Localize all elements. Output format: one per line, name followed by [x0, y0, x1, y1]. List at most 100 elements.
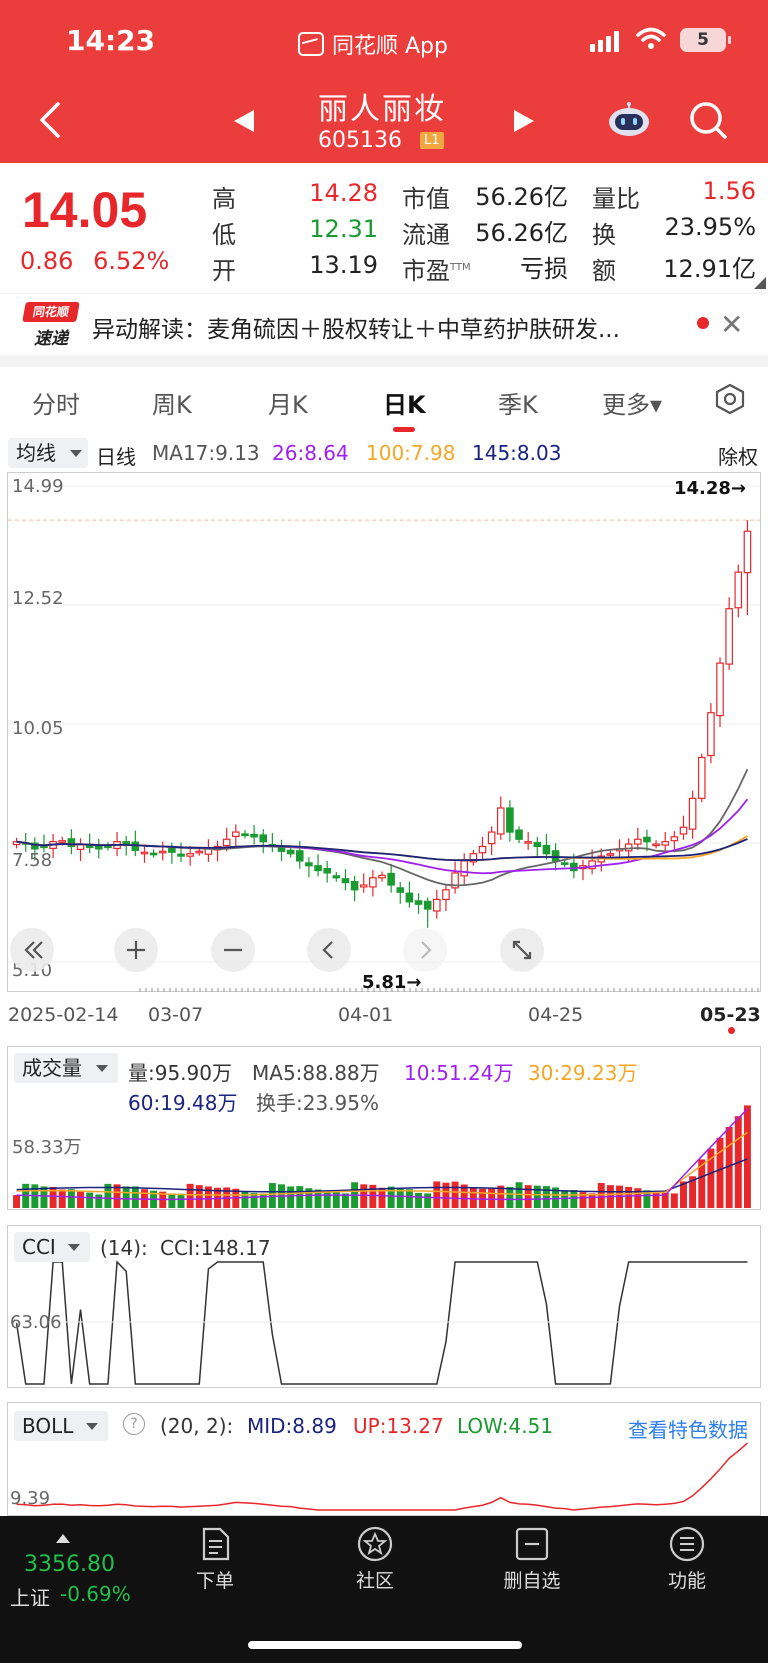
news-headline[interactable]: 异动解读：麦角硫因＋股权转让＋中草药护肤研发... — [92, 317, 620, 343]
latest-dot-icon — [728, 1027, 735, 1034]
candle — [624, 843, 633, 852]
cci-line — [15, 1260, 748, 1385]
candle — [643, 836, 651, 843]
x-date-label: 04-01 — [338, 1004, 394, 1026]
tab-monthly[interactable]: 月K — [268, 391, 308, 419]
tab-intraday[interactable]: 分时 — [32, 391, 80, 419]
tab-more[interactable]: 更多▾ — [602, 391, 663, 419]
nav-community[interactable]: 社区 — [325, 1526, 425, 1593]
volratio-label: 量比 — [592, 185, 640, 213]
volume-panel[interactable] — [7, 1046, 761, 1210]
candle — [168, 847, 176, 853]
last-price: 14.05 — [22, 182, 148, 238]
ma17-value: MA17:9.13 — [152, 441, 260, 465]
expand-corner-icon[interactable] — [754, 277, 766, 289]
scroll-start-button[interactable] — [10, 928, 54, 972]
ai-assistant-icon[interactable] — [606, 102, 652, 138]
nav-remove-watchlist[interactable]: 删自选 — [482, 1526, 582, 1593]
candle — [31, 842, 39, 850]
ma26-value: 26:8.64 — [272, 441, 349, 465]
back-button[interactable] — [36, 100, 64, 140]
news-ticker[interactable]: 同花顺 速递 异动解读：麦角硫因＋股权转让＋中草药护肤研发... ✕ — [0, 293, 768, 355]
pan-left-button[interactable] — [307, 928, 351, 972]
candle — [524, 841, 532, 844]
volume-bar — [442, 1182, 450, 1208]
candle — [451, 872, 459, 889]
open-label: 开 — [212, 257, 236, 285]
volume-bar — [122, 1186, 130, 1208]
volume-bar — [332, 1192, 340, 1208]
volume-bar — [625, 1186, 633, 1208]
low-label: 低 — [212, 221, 236, 249]
candle — [387, 872, 395, 886]
volume-bar — [552, 1187, 560, 1208]
x-date-label-latest: 05-23 — [700, 1004, 761, 1026]
feature-data-link[interactable]: 查看特色数据 — [628, 1418, 748, 1442]
candle — [743, 530, 752, 574]
app-source-pill[interactable]: 同花顺 App — [298, 28, 448, 60]
cci-panel[interactable] — [7, 1225, 761, 1388]
tab-daily[interactable]: 日K — [383, 391, 426, 419]
volume-bar — [405, 1189, 413, 1208]
settings-hexagon-icon[interactable] — [714, 383, 746, 415]
fullscreen-button[interactable] — [500, 928, 544, 972]
candle — [131, 841, 140, 851]
volume-y-label: 58.33万 — [12, 1137, 82, 1158]
boll-selector[interactable]: BOLL — [14, 1411, 108, 1441]
volume-bar — [77, 1191, 84, 1208]
boll-params: (20, 2): — [160, 1414, 234, 1438]
level-badge: L1 — [420, 132, 444, 149]
zoom-out-button[interactable] — [211, 928, 255, 972]
candle — [369, 877, 377, 888]
pan-right-button[interactable] — [403, 928, 447, 972]
tab-quarterly[interactable]: 季K — [498, 391, 538, 419]
candle — [359, 884, 368, 888]
next-stock-button[interactable] — [512, 108, 536, 134]
volume-bar — [661, 1192, 669, 1208]
volume-bar — [195, 1185, 203, 1208]
candle — [332, 875, 341, 879]
amount-label: 额 — [592, 257, 616, 285]
mcap-label: 市值 — [402, 185, 450, 213]
boll-panel[interactable] — [7, 1402, 761, 1516]
volume-bar — [716, 1137, 724, 1208]
nav-functions[interactable]: 功能 — [637, 1526, 737, 1593]
candle — [186, 853, 194, 857]
volume-bar — [177, 1193, 185, 1208]
prev-stock-button[interactable] — [232, 108, 256, 134]
open-value: 13.19 — [309, 251, 378, 279]
tab-weekly[interactable]: 周K — [152, 391, 192, 419]
index-value[interactable]: 3356.80 — [24, 1552, 115, 1577]
ma17-line — [16, 768, 749, 887]
search-icon[interactable] — [688, 100, 728, 140]
indicator-selector[interactable]: 均线 — [8, 438, 88, 468]
candle — [259, 834, 268, 843]
float-value: 56.26亿 — [475, 219, 568, 247]
adjust-toggle[interactable]: 除权 — [718, 445, 758, 469]
nav-order[interactable]: 下单 — [165, 1526, 265, 1593]
candle — [232, 831, 240, 837]
app-name: 同花顺 App — [332, 34, 448, 59]
zoom-in-button[interactable] — [114, 928, 158, 972]
volume-ma60: 60:19.48万 — [128, 1091, 238, 1115]
candle — [588, 860, 596, 870]
candle — [158, 850, 167, 854]
volume-selector[interactable]: 成交量 — [14, 1053, 118, 1083]
candle — [414, 900, 423, 905]
community-star-icon — [357, 1526, 393, 1562]
pe-label-text: 市盈 — [402, 257, 450, 285]
index-name[interactable]: 上证 — [10, 1586, 50, 1610]
float-label: 流通 — [402, 221, 450, 249]
volume-bar — [296, 1186, 304, 1208]
candle — [533, 842, 542, 848]
period-label: 日线 — [96, 445, 136, 469]
candle — [140, 851, 149, 855]
ma-legend: 均线 日线 MA17:9.13 26:8.64 100:7.98 145:8.0… — [0, 438, 768, 469]
kline-panel[interactable] — [7, 472, 761, 992]
volume-bar — [524, 1185, 532, 1208]
candle — [551, 850, 560, 862]
cci-selector[interactable]: CCI — [14, 1232, 90, 1262]
remove-watchlist-icon — [515, 1527, 549, 1561]
close-icon[interactable]: ✕ — [720, 308, 744, 341]
help-icon[interactable]: ? — [123, 1413, 145, 1435]
